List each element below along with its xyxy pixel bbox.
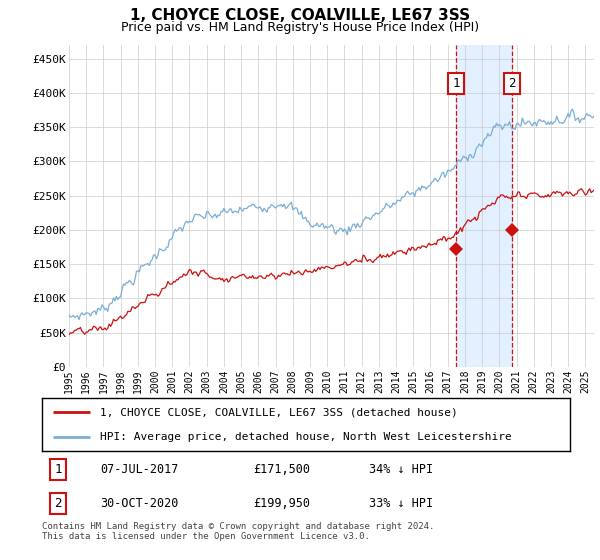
Text: Contains HM Land Registry data © Crown copyright and database right 2024.
This d: Contains HM Land Registry data © Crown c… (42, 522, 434, 542)
Text: 07-JUL-2017: 07-JUL-2017 (100, 463, 178, 476)
Text: HPI: Average price, detached house, North West Leicestershire: HPI: Average price, detached house, Nort… (100, 432, 512, 442)
Text: £199,950: £199,950 (253, 497, 310, 510)
Text: 1: 1 (54, 463, 62, 476)
Text: 2: 2 (54, 497, 62, 510)
Text: 33% ↓ HPI: 33% ↓ HPI (370, 497, 433, 510)
Text: 30-OCT-2020: 30-OCT-2020 (100, 497, 178, 510)
Bar (456, 45, 512, 367)
Text: 1: 1 (452, 77, 460, 90)
Text: 34% ↓ HPI: 34% ↓ HPI (370, 463, 433, 476)
Text: £171,500: £171,500 (253, 463, 310, 476)
Text: 1, CHOYCE CLOSE, COALVILLE, LE67 3SS (detached house): 1, CHOYCE CLOSE, COALVILLE, LE67 3SS (de… (100, 408, 458, 418)
Text: Price paid vs. HM Land Registry's House Price Index (HPI): Price paid vs. HM Land Registry's House … (121, 21, 479, 34)
Text: 1, CHOYCE CLOSE, COALVILLE, LE67 3SS: 1, CHOYCE CLOSE, COALVILLE, LE67 3SS (130, 8, 470, 24)
Text: 2: 2 (508, 77, 516, 90)
